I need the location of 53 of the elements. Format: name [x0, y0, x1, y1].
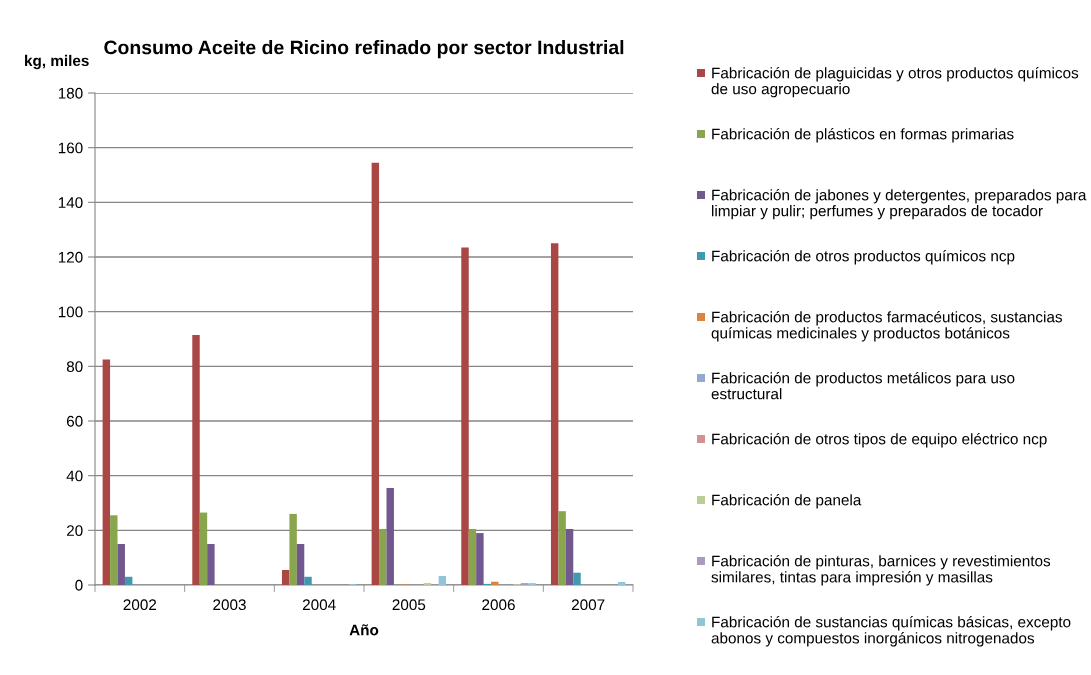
bar [192, 334, 200, 585]
legend-label: Fabricación de otros productos químicos ncp [712, 250, 1015, 265]
bar [199, 512, 208, 585]
y-tick-label: 180 [58, 87, 83, 99]
bar [550, 243, 559, 585]
bar [558, 511, 566, 585]
x-tick-label: 2005 [392, 599, 426, 611]
chart-title: Consumo Aceite de Ricino refinado por sector Industrial [104, 40, 624, 59]
y-tick-label: 80 [66, 361, 83, 373]
x-tick-label: 2006 [482, 599, 515, 611]
y-axis-title: kg, miles [25, 54, 89, 70]
bar [296, 544, 305, 585]
bar [461, 247, 469, 585]
x-tick-label: 2004 [302, 599, 336, 611]
bar [573, 572, 581, 585]
legend-label: Fabricación de productos metálicos para uso estructural [711, 372, 1015, 400]
y-tick-label: 60 [66, 415, 83, 427]
y-tick-label: 100 [58, 306, 83, 318]
legend-label: Fabricación de panela [712, 494, 862, 509]
y-tick-label: 20 [66, 525, 83, 537]
y-tick-label: 120 [58, 251, 83, 263]
x-axis-title: Año [349, 624, 379, 636]
bar [438, 575, 447, 585]
bar [476, 533, 484, 585]
x-tick-label: 2002 [123, 599, 157, 611]
bar [207, 544, 215, 585]
bar [110, 515, 118, 585]
legend-label: Fabricación de pinturas, barnices y revestimientos similares, tintas para impresión y masillas [711, 555, 1051, 586]
legend-label: Fabricación de plásticos en formas primarias [712, 128, 1014, 143]
bar [117, 544, 125, 585]
bar [379, 528, 387, 585]
legend-label: Fabricación de plaguicidas y otros productos químicos de uso agropecuario [711, 67, 1079, 98]
y-tick-label: 0 [75, 579, 83, 591]
legend-label: Fabricación de productos farmacéuticos, sustancias químicas medicinales y productos botánicos [711, 311, 1063, 342]
y-tick-label: 40 [66, 470, 83, 482]
bar [491, 581, 499, 585]
bar [617, 581, 626, 585]
bar [281, 569, 290, 585]
legend-label: Fabricación de otros tipos de equipo eléctrico ncp [712, 433, 1047, 448]
bar [124, 576, 133, 585]
bar [565, 528, 574, 585]
bar [304, 576, 312, 585]
bar [468, 528, 477, 585]
bar [102, 359, 111, 585]
bar [371, 162, 380, 585]
y-tick-label: 140 [58, 197, 83, 209]
y-tick-label: 160 [58, 142, 83, 154]
legend-label: Fabricación de jabones y detergentes, preparados para limpiar y pulir; perfumes y preparados de tocador [712, 189, 1087, 220]
legend-label: Fabricación de sustancias químicas básicas, excepto abonos y compuestos inorgánicos nitrogenados [711, 616, 1071, 647]
x-tick-label: 2007 [571, 599, 605, 611]
bar [386, 487, 394, 585]
x-tick-label: 2003 [213, 599, 246, 611]
bar [289, 513, 297, 585]
